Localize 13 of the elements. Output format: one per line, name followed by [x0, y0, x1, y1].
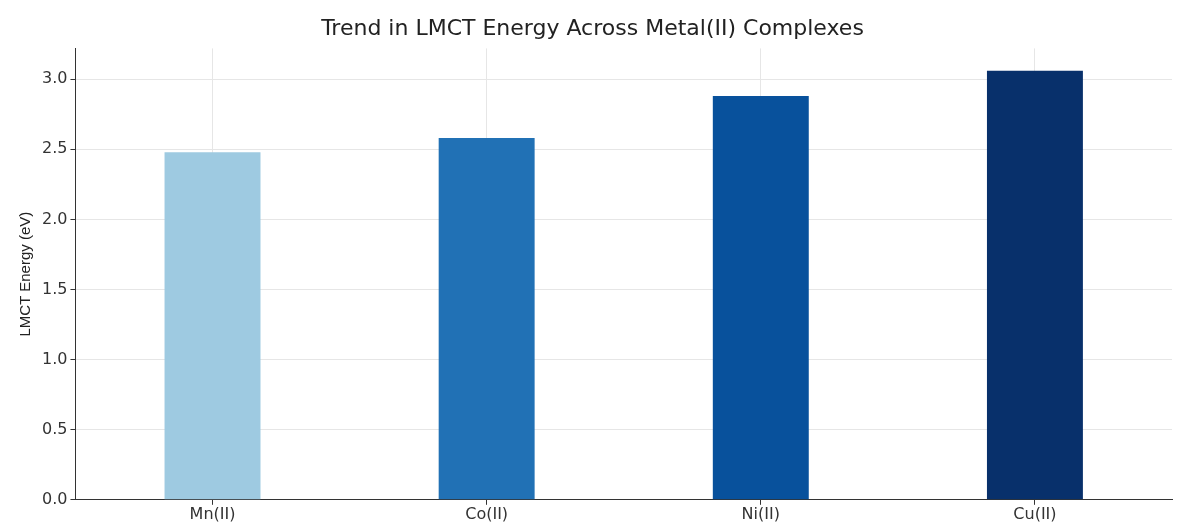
y-tick-label: 0.0: [41, 488, 68, 508]
x-tick-label: Mn(II): [189, 503, 236, 523]
y-tick-label: 1.5: [41, 278, 68, 298]
x-tick-label: Cu(II): [1013, 503, 1057, 523]
y-tick-label: 0.5: [41, 418, 68, 438]
y-tick-label: 1.0: [41, 348, 68, 368]
x-tick-label: Ni(II): [741, 503, 780, 523]
chart-title: Trend in LMCT Energy Across Metal(II) Complexes: [320, 14, 864, 40]
y-tick-label: 3.0: [41, 68, 68, 88]
y-axis-title: LMCT Energy (eV): [16, 211, 34, 337]
x-tick-label: Co(II): [465, 503, 509, 523]
y-tick-label: 2.0: [41, 208, 68, 228]
y-tick-label: 2.5: [41, 138, 68, 158]
